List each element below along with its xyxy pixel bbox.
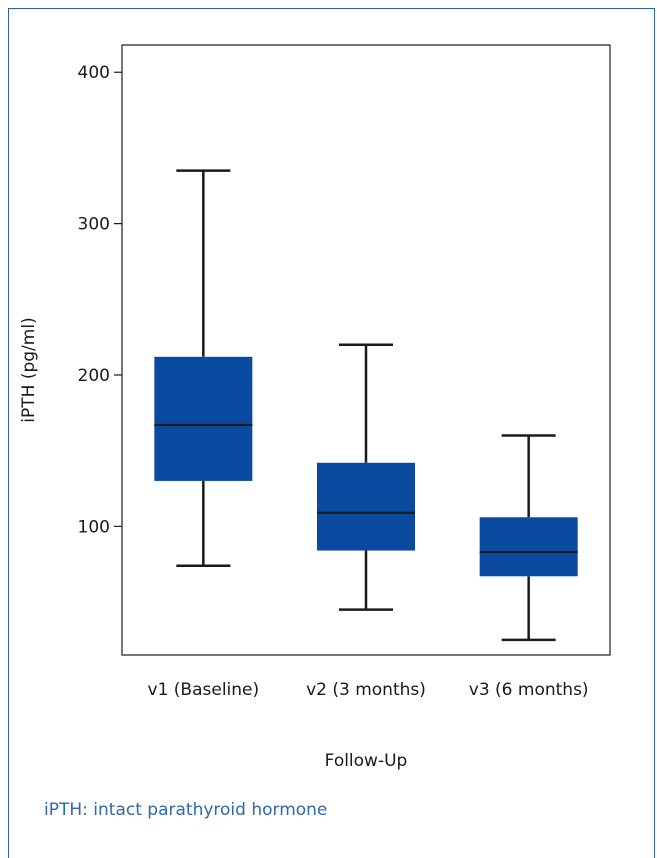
y-axis-label: iPTH (pg/ml) — [19, 317, 39, 422]
x-tick-label: v3 (6 months) — [469, 680, 589, 700]
y-tick-label: 100 — [78, 517, 110, 537]
interquartile-box — [317, 462, 415, 551]
footnote-abbreviation: iPTH — [44, 800, 83, 820]
plot-area — [121, 44, 611, 656]
x-tick-label: v2 (3 months) — [306, 680, 426, 700]
boxes-group — [154, 169, 578, 642]
figure-frame — [8, 8, 655, 858]
y-axis: 100 200 300 400 — [78, 63, 122, 537]
x-tick-label: v1 (Baseline) — [148, 680, 260, 700]
box-1 — [154, 169, 253, 567]
y-tick-label: 200 — [78, 366, 110, 386]
x-axis: v1 (Baseline) v2 (3 months) v3 (6 months) — [148, 680, 589, 700]
box-2 — [317, 343, 415, 611]
y-tick-label: 300 — [78, 215, 110, 235]
box-3 — [479, 434, 578, 642]
footnote-text: : intact parathyroid hormone — [82, 800, 328, 820]
y-tick-label: 400 — [78, 63, 110, 83]
interquartile-box — [479, 517, 578, 577]
x-axis-label: Follow-Up — [325, 751, 408, 771]
interquartile-box — [154, 356, 253, 481]
figure-footnote: iPTH: intact parathyroid hormone — [44, 800, 327, 820]
